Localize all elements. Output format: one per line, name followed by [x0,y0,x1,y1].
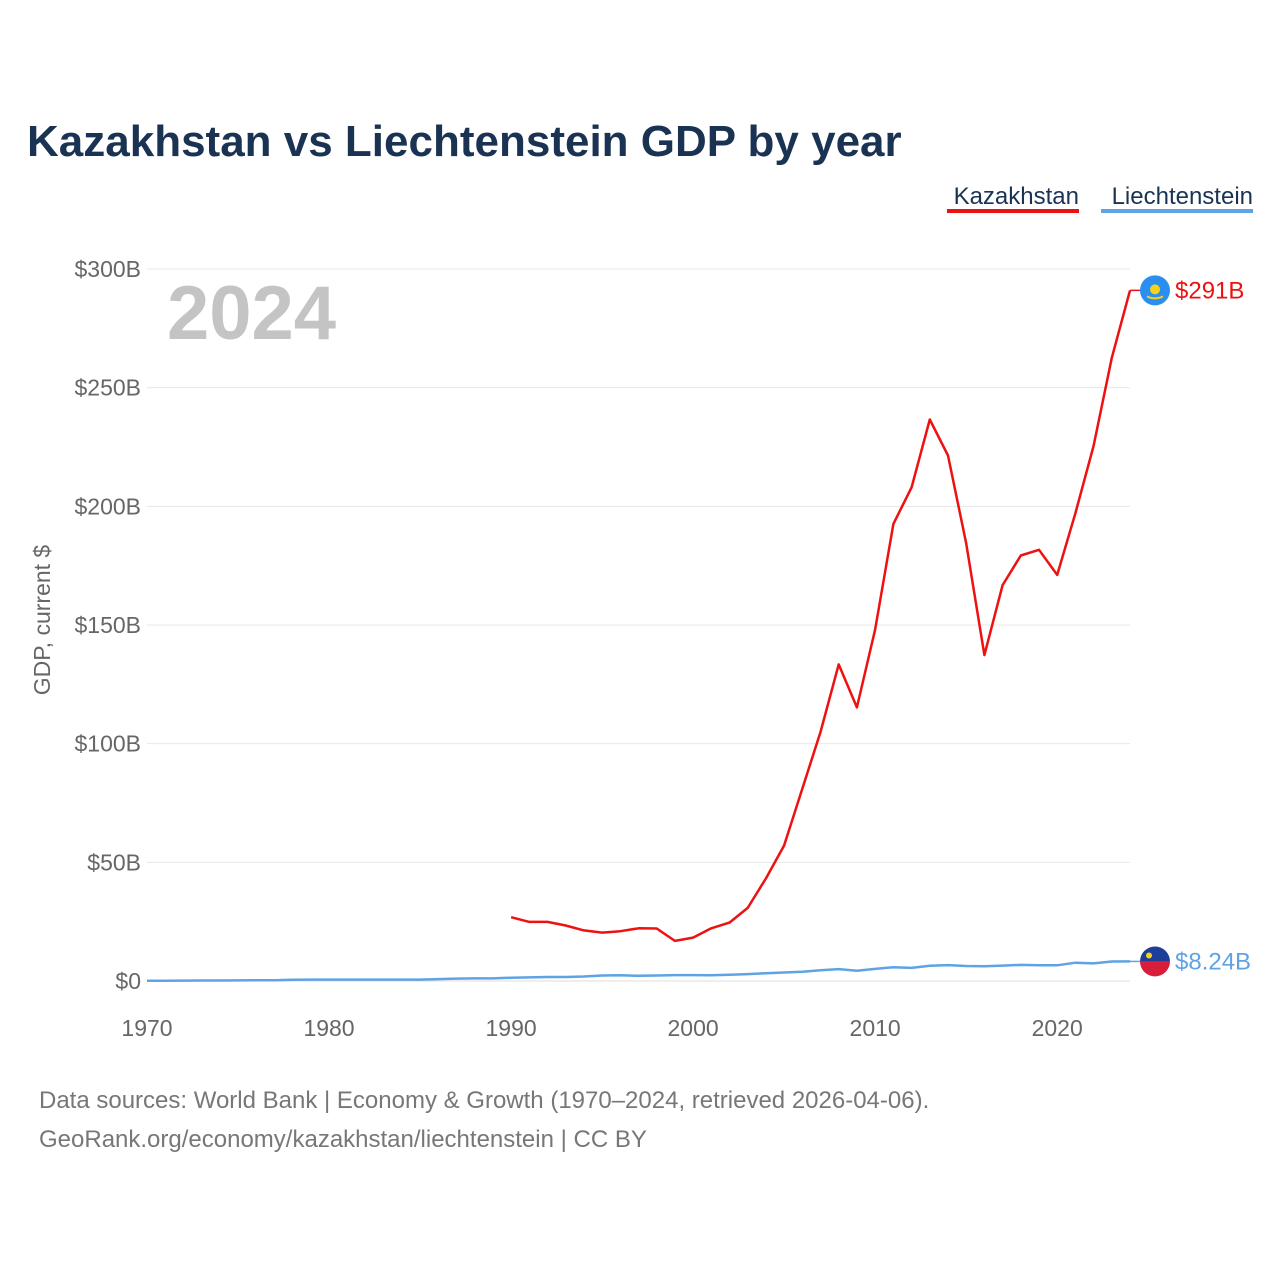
y-tick-label: $150B [74,612,141,638]
y-tick-label: $100B [74,731,141,757]
source-note: Data sources: World Bank | Economy & Gro… [39,1087,929,1114]
current-year-label: 2024 [167,271,336,356]
x-axis-ticks: 1970 1980 1990 2000 2010 2020 [121,1015,1082,1041]
series-line-kazakhstan[interactable] [510,290,1132,943]
y-tick-label: $0 [115,968,141,994]
y-tick-label: $50B [87,849,141,875]
legend-entry-liechtenstein[interactable]: Liechtenstein [1112,183,1253,210]
end-value-kazakhstan: $291B [1175,277,1244,304]
x-tick-label: 1970 [121,1015,172,1041]
x-tick-label: 1980 [303,1015,354,1041]
legend-swatch-liechtenstein [1101,209,1253,213]
y-tick-label: $300B [74,256,141,282]
series-line-liechtenstein[interactable] [147,960,1131,983]
legend-entry-kazakhstan[interactable]: Kazakhstan [954,183,1079,210]
legend-swatch-kazakhstan [947,209,1079,213]
y-tick-label: $200B [74,493,141,519]
source-url: GeoRank.org/economy/kazakhstan/liechtens… [39,1126,647,1153]
x-tick-label: 1990 [485,1015,536,1041]
end-labels: $291B $8.24B [1130,275,1251,977]
y-tick-label: $250B [74,375,141,401]
kazakhstan-flag-icon [1140,275,1170,306]
y-axis-ticks: $0 $50B $100B $150B $200B $250B $300B [74,256,141,994]
x-tick-label: 2020 [1032,1015,1083,1041]
x-tick-label: 2010 [850,1015,901,1041]
gridlines [147,268,1130,982]
series-lines [147,290,1132,983]
legend: Kazakhstan Liechtenstein [947,183,1253,213]
liechtenstein-flag-icon [1140,946,1170,977]
x-tick-label: 2000 [668,1015,719,1041]
y-axis-label: GDP, current $ [29,545,55,696]
chart-title: Kazakhstan vs Liechtenstein GDP by year [27,117,902,166]
end-value-liechtenstein: $8.24B [1175,948,1251,975]
